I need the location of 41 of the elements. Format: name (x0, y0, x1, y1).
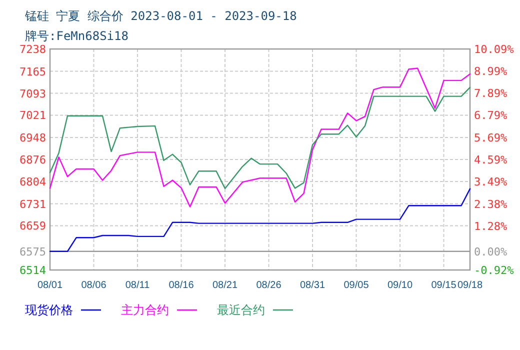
line-series (49, 86, 471, 190)
y2-tick-label: 10.09% (474, 43, 514, 56)
x-tick-label: 08/26 (256, 280, 282, 291)
y2-tick-label: 1.28% (474, 220, 508, 233)
chart-subtitle: 牌号:FeMn68Si18 (25, 29, 128, 43)
y-tick-label: 6804 (20, 175, 46, 188)
y-tick-label: 6731 (20, 198, 46, 211)
y2-tick-label: 6.79% (474, 109, 508, 122)
y2-tick-label: 2.38% (474, 198, 508, 211)
y2-tick-label: 7.89% (474, 87, 508, 100)
x-tick-label: 08/06 (81, 280, 107, 291)
y-tick-label: 7021 (20, 109, 46, 122)
y-tick-label: 6575 (20, 245, 46, 258)
line-series (49, 188, 471, 252)
y-tick-label: 6659 (20, 220, 46, 233)
x-tick-label: 08/31 (300, 280, 326, 291)
y-tick-label: 6514 (20, 264, 46, 277)
y-tick-label: 6876 (20, 154, 46, 166)
legend-label: 主力合约 (121, 303, 169, 317)
y-tick-label: 6948 (20, 132, 46, 145)
chart-title: 锰硅 宁夏 综合价 2023-08-01 - 2023-09-18 (24, 9, 297, 23)
legend-label: 最近合约 (217, 303, 265, 317)
x-tick-label: 08/21 (212, 280, 238, 291)
x-tick-label: 09/18 (457, 280, 483, 291)
x-tick-label: 09/10 (387, 280, 413, 291)
y2-tick-label: -0.92% (474, 264, 514, 277)
x-tick-label: 08/01 (37, 280, 63, 291)
y2-tick-label: 8.99% (474, 65, 508, 78)
y-tick-label: 7238 (20, 43, 46, 56)
y2-tick-label: 4.59% (474, 153, 508, 166)
line-series (49, 68, 471, 208)
y2-tick-label: 0.00% (474, 246, 508, 259)
y-tick-label: 7165 (20, 65, 46, 78)
x-tick-label: 09/15 (431, 280, 457, 291)
y2-tick-label: 3.49% (474, 175, 508, 188)
legend-label: 现货价格 (25, 303, 73, 317)
y2-tick-label: 5.69% (474, 131, 508, 144)
x-tick-label: 08/11 (125, 280, 150, 291)
x-tick-label: 08/16 (168, 280, 194, 291)
x-tick-label: 09/05 (344, 280, 370, 291)
y-tick-label: 7093 (20, 87, 46, 100)
